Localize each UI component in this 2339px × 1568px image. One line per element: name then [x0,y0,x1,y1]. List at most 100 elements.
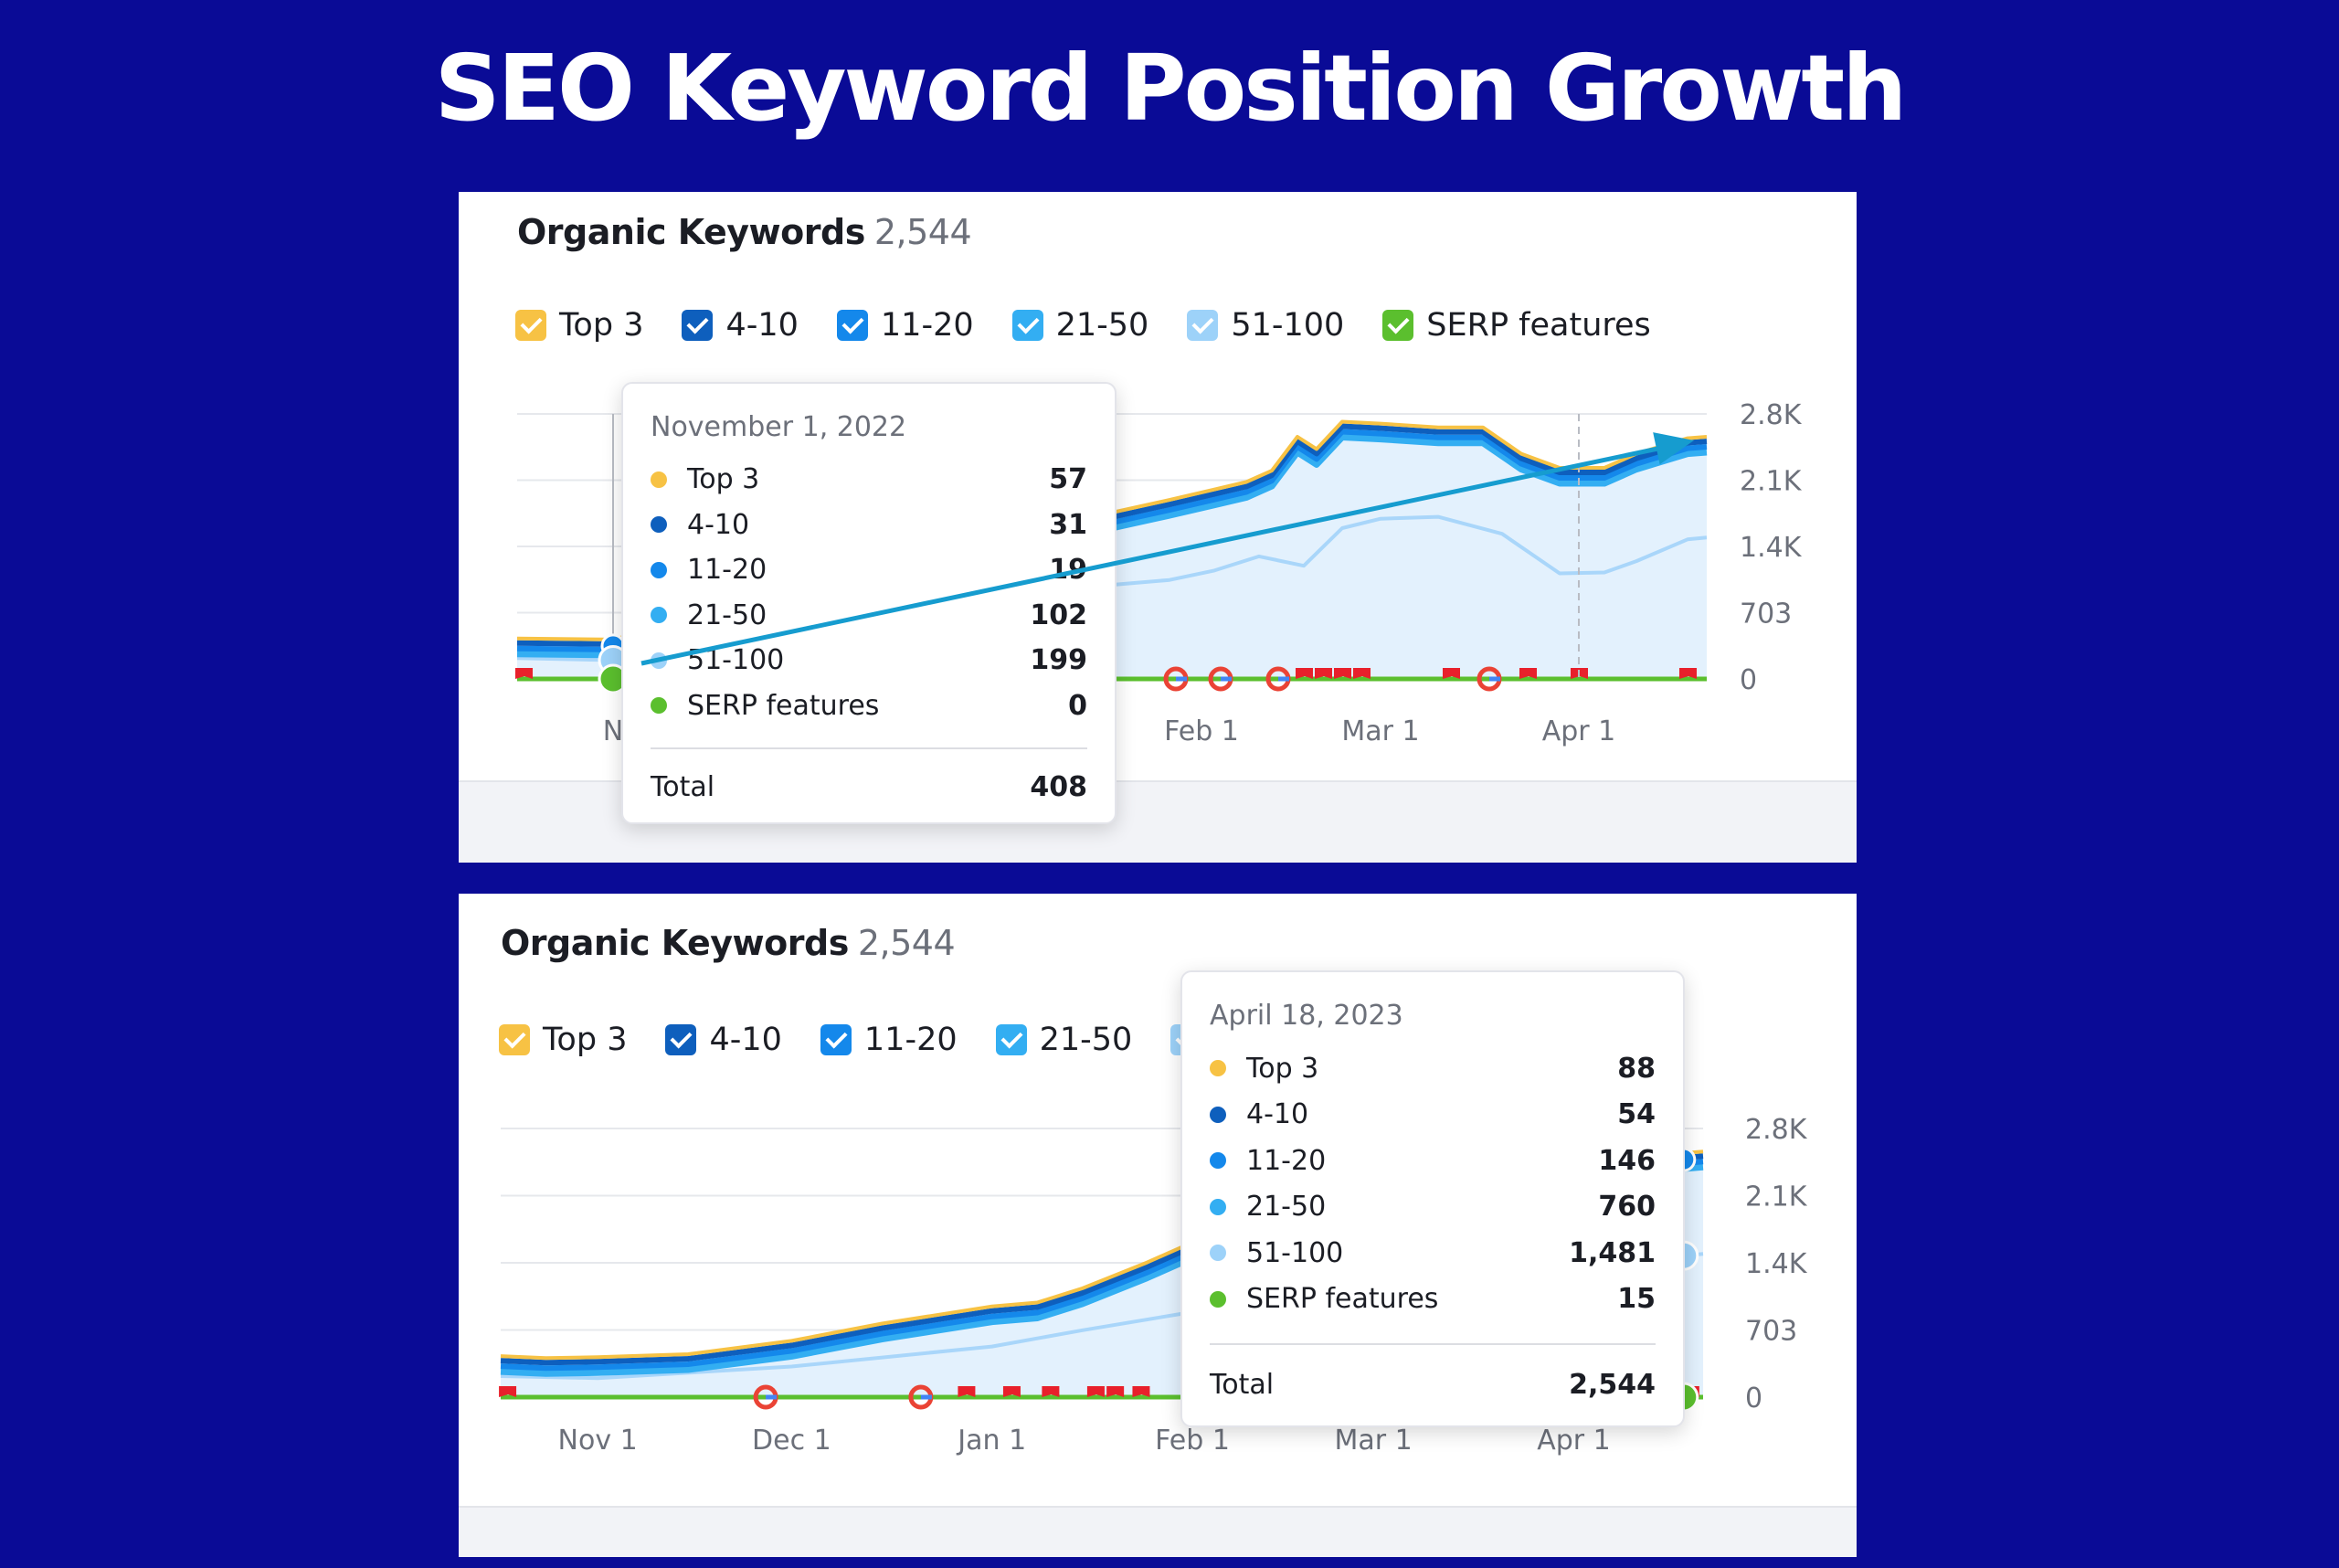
tooltip-divider [651,747,1087,749]
flag-icon [1002,1386,1021,1404]
checkbox-icon[interactable] [515,310,546,341]
tooltip-rows: Top 3 88 4-10 54 11-20 146 21-50 760 51-100 1… [1210,1045,1656,1322]
legend-label: 11-20 [863,1022,958,1058]
tooltip-row: 4-10 54 [1210,1092,1656,1139]
tooltip-rows: Top 3 57 4-10 31 11-20 19 21-50 102 51-100 19… [651,457,1087,728]
y-tick-label: 2.1K [1745,1181,1808,1213]
organic-keywords-panel-2: Organic Keywords 2,544 Top 3 4-10 11-20 2… [459,894,1857,1557]
page-title: SEO Keyword Position Growth [434,35,1908,142]
flag-icon [1086,1386,1105,1404]
tooltip: November 1, 2022 Top 3 57 4-10 31 11-20 19 … [621,382,1117,824]
legend: Top 3 4-10 11-20 21-50 51-100 SERP featu… [515,307,1689,344]
panel-footer [459,1506,1857,1557]
legend-label: 4-10 [725,307,799,344]
x-tick-label: Feb 1 [1155,1425,1230,1457]
panel-title: Organic Keywords 2,544 [517,212,972,252]
y-tick-label: 0 [1740,664,1757,696]
checkbox-icon[interactable] [499,1024,530,1055]
tooltip: April 18, 2023 Top 3 88 4-10 54 11-20 146 2… [1180,970,1685,1427]
y-tick-label: 1.4K [1740,532,1803,564]
tooltip-row-label: 11-20 [687,554,767,587]
tooltip-row: 4-10 31 [651,503,1087,548]
dot-icon [1210,1290,1226,1308]
checkbox-icon[interactable] [1187,310,1219,341]
flag-icon [1353,668,1371,686]
tooltip-row-value: 102 [1030,599,1087,631]
dot-icon [1210,1198,1226,1215]
tooltip-row-label: 4-10 [687,508,750,541]
tooltip-row-value: 1,481 [1569,1236,1656,1269]
legend-item-21-50[interactable]: 21-50 [995,1022,1133,1058]
y-tick-label: 703 [1745,1316,1797,1348]
dot-icon [1210,1245,1226,1262]
tooltip-row-label: Top 3 [687,463,760,496]
flag-icon [958,1386,976,1404]
tooltip-row-value: 88 [1617,1052,1656,1085]
tooltip-row: SERP features 0 [651,683,1087,729]
tooltip-row: 11-20 19 [651,547,1087,593]
legend-label: SERP features [1426,307,1651,344]
y-tick-label: 2.8K [1745,1114,1808,1146]
x-tick-label: Dec 1 [752,1425,831,1457]
tooltip-total-label: Total [1210,1369,1275,1401]
tooltip-row-value: 760 [1598,1191,1656,1224]
tooltip-row: SERP features 15 [1210,1277,1656,1323]
checkbox-icon[interactable] [820,1024,852,1055]
flag-icon [1042,1386,1060,1404]
dot-icon [651,697,667,715]
tooltip-row-label: 21-50 [687,599,767,631]
checkbox-icon[interactable] [1011,310,1043,341]
legend-item-11-20[interactable]: 11-20 [836,307,974,344]
legend-item-top3[interactable]: Top 3 [515,307,643,344]
legend-label: 4-10 [709,1022,782,1058]
legend-item-serp-features[interactable]: SERP features [1382,307,1651,344]
tooltip-row-value: 31 [1049,508,1087,541]
dot-icon [651,471,667,488]
dot-icon [651,652,667,669]
tooltip-row-value: 146 [1598,1144,1656,1177]
y-tick-label: 1.4K [1745,1248,1808,1280]
tooltip-row: Top 3 88 [1210,1045,1656,1092]
x-tick-label: Apr 1 [1542,715,1616,747]
legend-label: 21-50 [1039,1022,1133,1058]
y-tick-label: 703 [1740,599,1792,630]
legend-item-4-10[interactable]: 4-10 [665,1022,782,1058]
flag-icon [1296,668,1313,686]
tooltip-row-label: 11-20 [1246,1144,1327,1177]
checkbox-icon[interactable] [1382,310,1414,341]
checkbox-icon[interactable] [995,1024,1027,1055]
tooltip-total-label: Total [651,771,715,803]
keyword-count: 2,544 [857,923,956,963]
checkbox-icon[interactable] [665,1024,697,1055]
tooltip-row: 51-100 199 [651,638,1087,683]
flag-icon [1315,668,1332,686]
flag-icon [1334,668,1351,686]
checkbox-icon[interactable] [682,310,714,341]
legend-item-11-20[interactable]: 11-20 [820,1022,958,1058]
legend-item-51-100[interactable]: 51-100 [1187,307,1344,344]
panel-title-label: Organic Keywords [517,212,865,252]
tooltip-row: 21-50 760 [1210,1184,1656,1231]
checkbox-icon[interactable] [836,310,868,341]
dot-icon [1210,1152,1226,1170]
tooltip-row-label: SERP features [687,689,880,722]
tooltip-row: 51-100 1,481 [1210,1230,1656,1277]
tooltip-row-value: 0 [1068,689,1087,722]
legend-item-4-10[interactable]: 4-10 [682,307,799,344]
dot-icon [1210,1060,1226,1077]
tooltip-row-value: 199 [1030,644,1087,677]
tooltip-row-label: 21-50 [1246,1191,1327,1224]
tooltip-row-label: 51-100 [687,644,785,677]
flag-icon [1519,668,1537,686]
tooltip-divider [1210,1343,1656,1345]
legend-item-top3[interactable]: Top 3 [499,1022,627,1058]
legend-item-21-50[interactable]: 21-50 [1011,307,1148,344]
tooltip-row-value: 57 [1049,463,1087,496]
panel-title-label: Organic Keywords [501,923,849,963]
flag-icon [515,668,533,686]
x-tick-label: Feb 1 [1164,715,1239,747]
x-tick-label: Apr 1 [1537,1425,1611,1457]
y-tick-label: 2.1K [1740,466,1803,498]
flag-icon [1106,1386,1125,1404]
tooltip-row-label: 4-10 [1246,1098,1309,1131]
